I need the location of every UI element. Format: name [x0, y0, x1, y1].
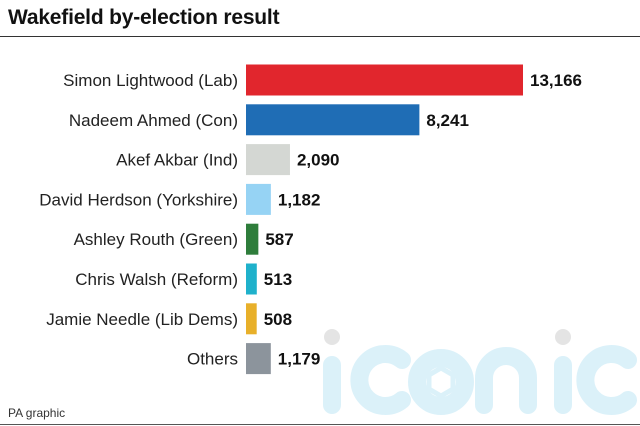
source-credit: PA graphic [8, 406, 66, 420]
category-label: Jamie Needle (Lib Dems) [46, 310, 238, 329]
value-label: 1,179 [278, 350, 321, 369]
category-label: Others [187, 350, 238, 369]
category-label: Simon Lightwood (Lab) [63, 71, 238, 90]
value-label: 13,166 [530, 71, 582, 90]
bar [246, 223, 259, 255]
chart-title: Wakefield by-election result [8, 6, 280, 29]
footer-divider [0, 424, 640, 425]
value-label: 2,090 [297, 151, 340, 170]
title-divider [0, 36, 640, 37]
bar [246, 104, 420, 136]
bar [246, 303, 257, 335]
bars-layer: Simon Lightwood (Lab) 13,166 Nadeem Ahmed … [39, 64, 582, 375]
bar [246, 343, 271, 375]
bar [246, 183, 271, 215]
value-label: 513 [264, 270, 292, 289]
category-label: Chris Walsh (Reform) [75, 270, 238, 289]
bar [246, 64, 523, 96]
category-label: David Herdson (Yorkshire) [39, 190, 238, 209]
value-label: 1,182 [278, 190, 321, 209]
category-label: Ashley Routh (Green) [74, 230, 238, 249]
bar [246, 263, 257, 295]
value-label: 508 [264, 310, 292, 329]
value-label: 8,241 [426, 111, 469, 130]
bar [246, 144, 290, 176]
value-label: 587 [265, 230, 293, 249]
category-label: Nadeem Ahmed (Con) [69, 111, 238, 130]
category-label: Akef Akbar (Ind) [116, 151, 238, 170]
